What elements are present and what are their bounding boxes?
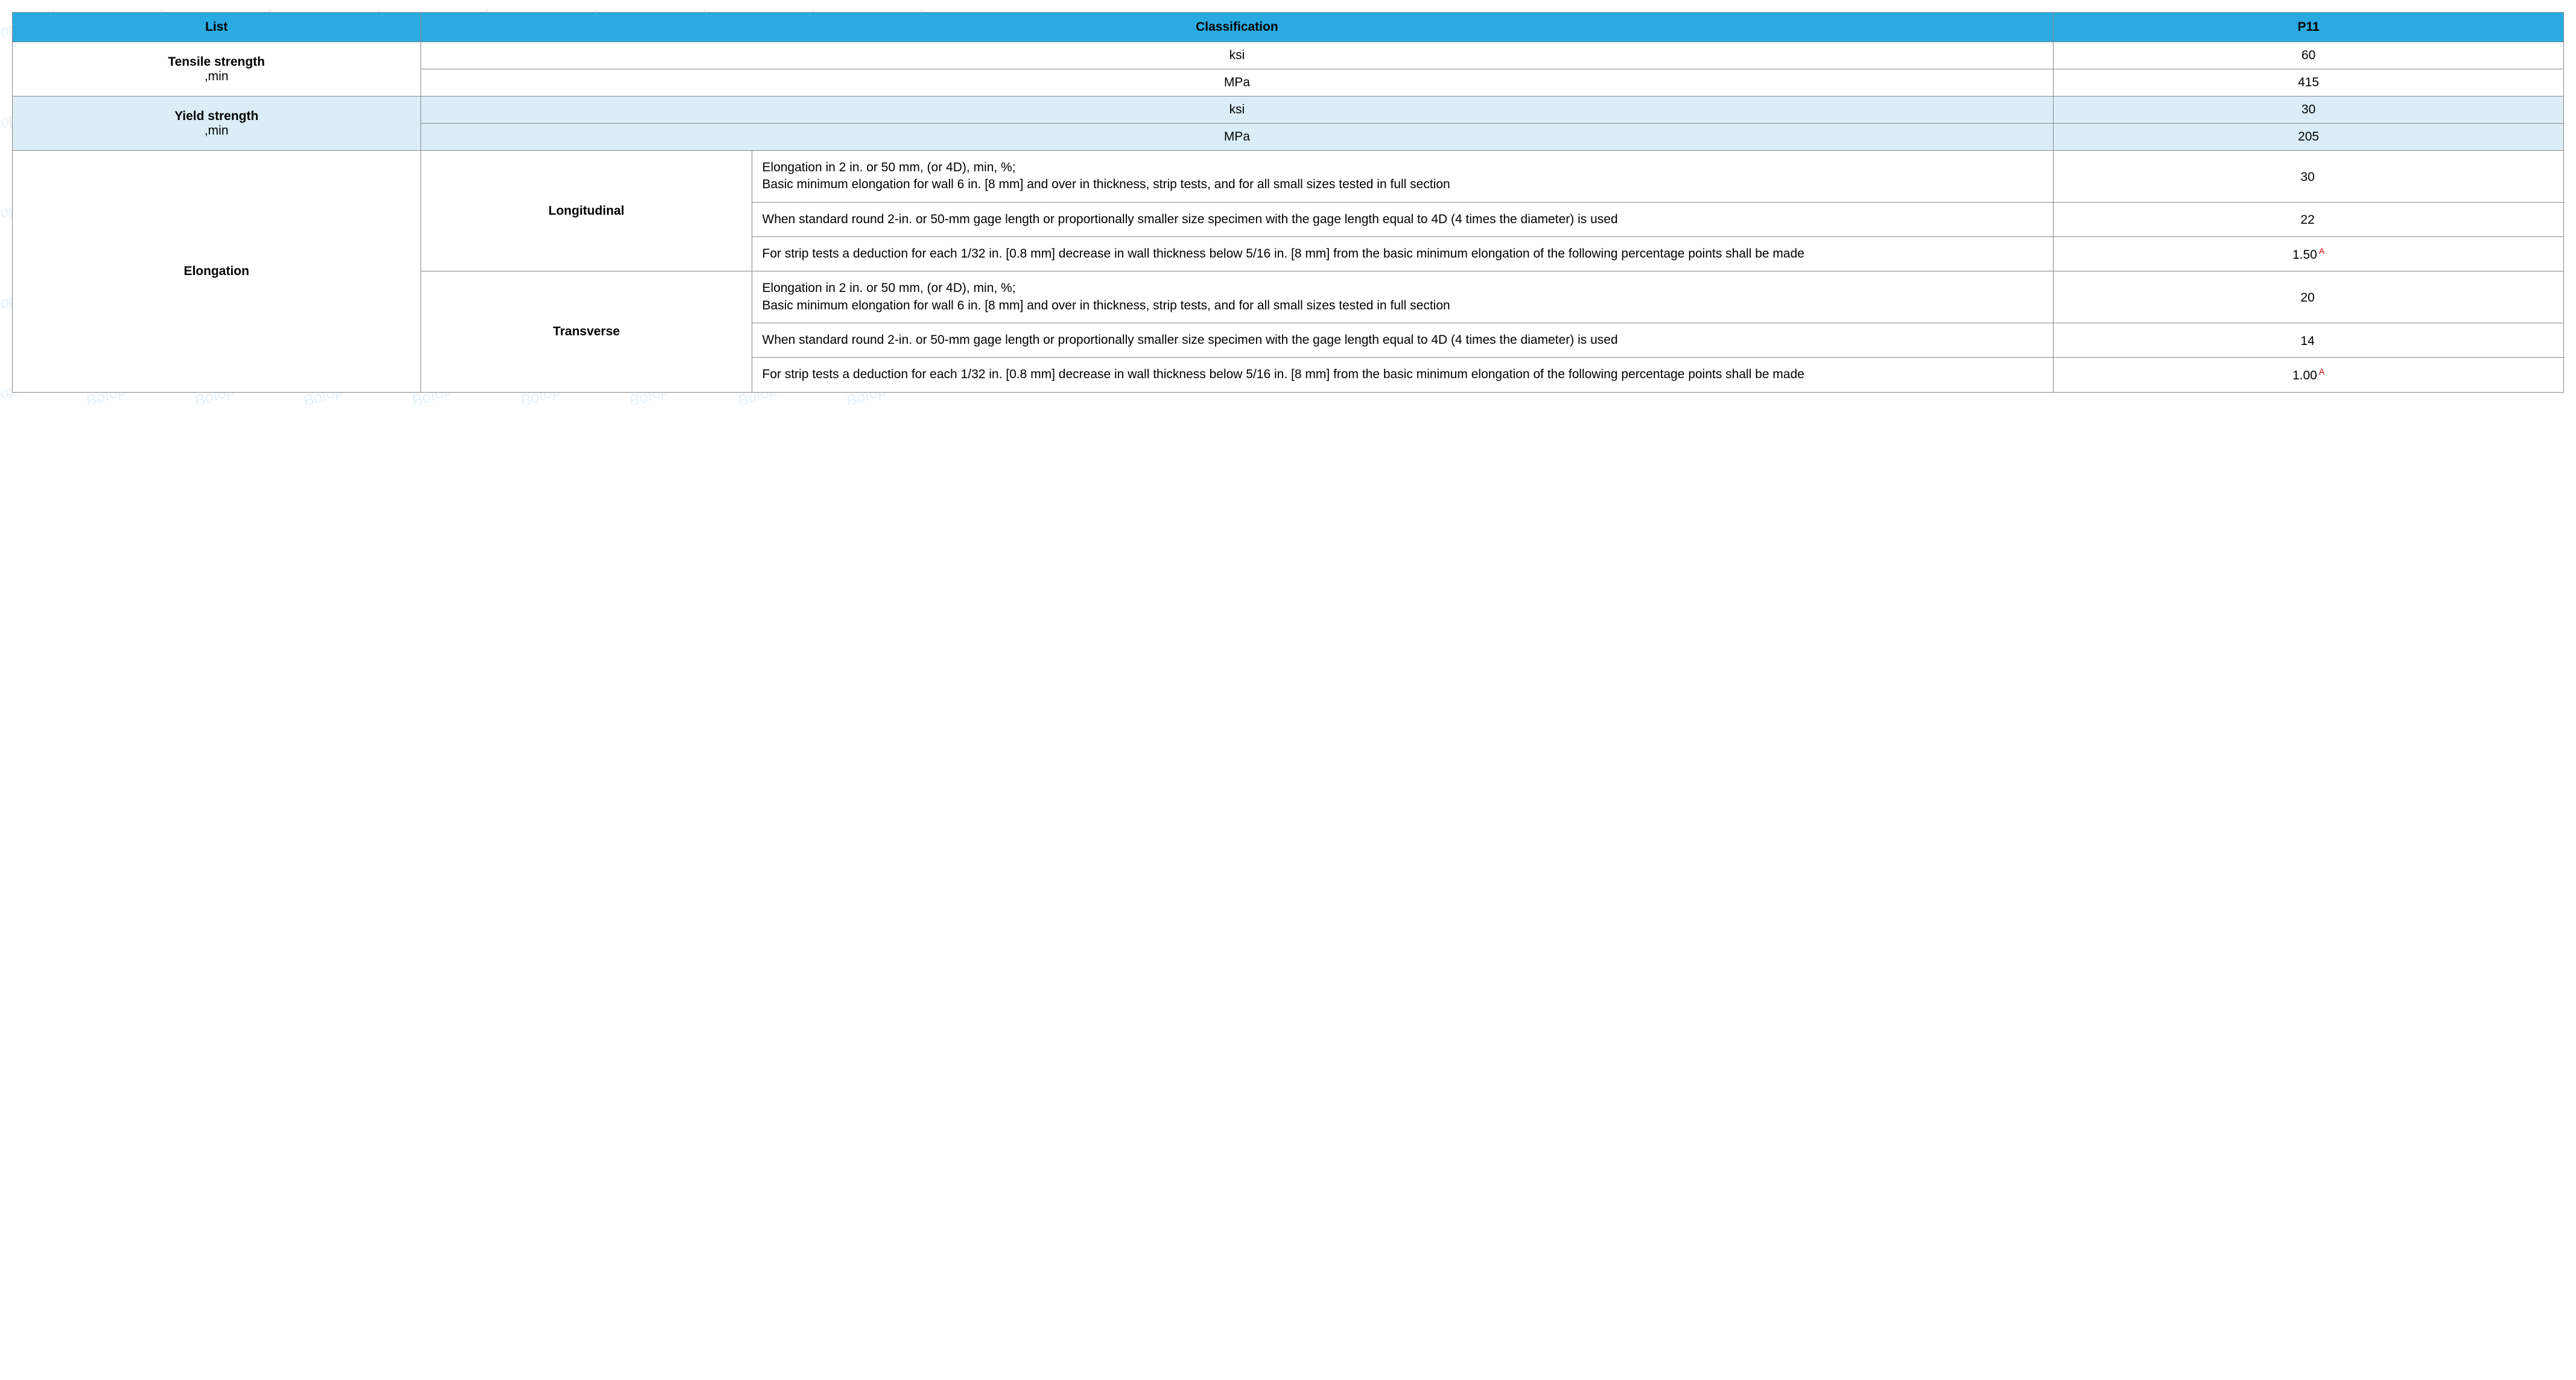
elong-long-val-2-sup: A: [2319, 246, 2324, 256]
tensile-label: Tensile strength: [168, 55, 265, 69]
elong-long-desc-2: For strip tests a deduction for each 1/3…: [752, 237, 2054, 271]
elong-trans-val-1: 14: [2054, 323, 2564, 358]
tensile-label-cell: Tensile strength ,min: [13, 42, 421, 97]
elong-long-row-0: Elongation Longitudinal Elongation in 2 …: [13, 151, 2564, 203]
elong-long-desc-1: When standard round 2-in. or 50-mm gage …: [752, 202, 2054, 236]
yield-unit-ksi: ksi: [420, 97, 2054, 124]
elongation-label-cell: Elongation: [13, 151, 421, 393]
elong-long-val-1-num: 22: [2300, 213, 2314, 227]
elong-trans-val-2-sup: A: [2319, 367, 2324, 376]
elong-long-val-0-num: 30: [2300, 170, 2314, 184]
tensile-unit-ksi: ksi: [420, 42, 2054, 69]
tensile-row-ksi: Tensile strength ,min ksi 60: [13, 42, 2564, 69]
elong-long-val-2-num: 1.50: [2292, 248, 2317, 262]
elong-trans-val-0: 20: [2054, 271, 2564, 323]
elong-trans-val-0-num: 20: [2300, 291, 2314, 305]
elong-trans-desc-2: For strip tests a deduction for each 1/3…: [752, 358, 2054, 392]
tensile-unit-mpa: MPa: [420, 69, 2054, 97]
yield-value-mpa: 205: [2054, 124, 2564, 151]
elong-trans-desc-1: When standard round 2-in. or 50-mm gage …: [752, 323, 2054, 358]
tensile-value-ksi: 60: [2054, 42, 2564, 69]
yield-label: Yield strength: [174, 109, 258, 123]
yield-row-ksi: Yield strength ,min ksi 30: [13, 97, 2564, 124]
elong-trans-desc-0: Elongation in 2 in. or 50 mm, (or 4D), m…: [752, 271, 2054, 323]
spec-table: List Classification P11 Tensile strength…: [12, 12, 2564, 393]
elong-trans-val-2: 1.00A: [2054, 358, 2564, 392]
tensile-value-mpa: 415: [2054, 69, 2564, 97]
yield-unit-mpa: MPa: [420, 124, 2054, 151]
header-classification: Classification: [420, 13, 2054, 42]
tensile-sublabel: ,min: [21, 69, 412, 84]
header-p11: P11: [2054, 13, 2564, 42]
elongation-label: Elongation: [184, 264, 250, 278]
yield-label-cell: Yield strength ,min: [13, 97, 421, 151]
elong-long-val-2: 1.50A: [2054, 237, 2564, 271]
yield-sublabel: ,min: [21, 124, 412, 138]
elong-long-val-1: 22: [2054, 202, 2564, 236]
longitudinal-heading: Longitudinal: [420, 151, 752, 271]
elong-long-val-0: 30: [2054, 151, 2564, 203]
elong-trans-val-2-num: 1.00: [2292, 369, 2317, 382]
header-row: List Classification P11: [13, 13, 2564, 42]
yield-value-ksi: 30: [2054, 97, 2564, 124]
elong-trans-val-1-num: 14: [2300, 334, 2314, 348]
transverse-heading: Transverse: [420, 271, 752, 392]
header-list: List: [13, 13, 421, 42]
elong-long-desc-0: Elongation in 2 in. or 50 mm, (or 4D), m…: [752, 151, 2054, 203]
